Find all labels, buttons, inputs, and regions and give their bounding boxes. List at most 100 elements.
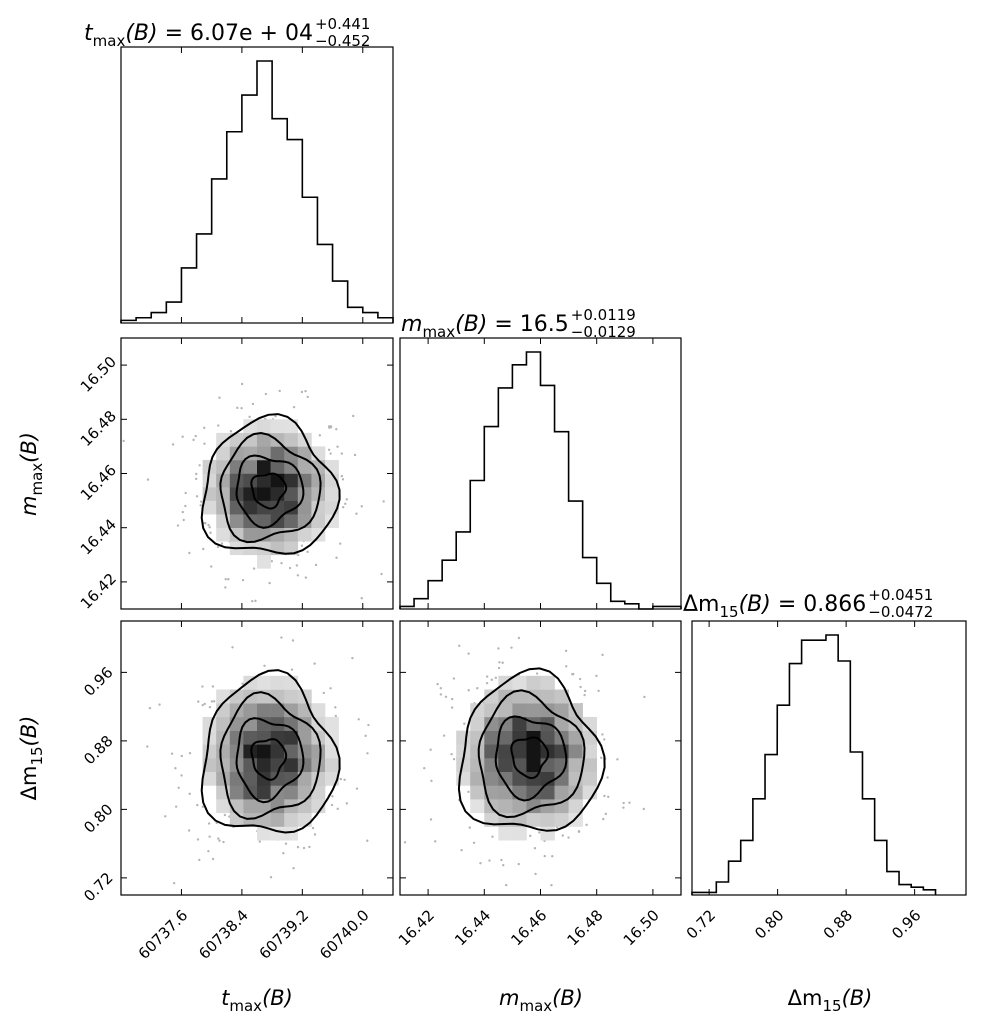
density-mmax-vs-tmax-density-cell (243, 432, 258, 447)
hist-dm15-bin (765, 755, 777, 895)
density-dm15-vs-mmax-density-cell (512, 785, 527, 800)
density-dm15-vs-tmax-density-cell (284, 771, 299, 786)
density-dm15-vs-tmax-sample-point (218, 839, 221, 842)
hist-m-max-bin (569, 501, 583, 609)
density-dm15-vs-tmax-sample-point (212, 700, 216, 703)
density-mmax-vs-tmax-density-cell (325, 487, 339, 501)
density-mmax-vs-tmax-density-cell (243, 446, 258, 461)
hist-m-max-bin (597, 583, 611, 609)
density-mmax-vs-tmax-density-cell (257, 527, 271, 542)
density-mmax-vs-tmax-sample-point (188, 551, 191, 555)
density-mmax-vs-tmax-sample-point (203, 426, 206, 430)
density-mmax-vs-tmax-density-cell (229, 527, 244, 542)
density-dm15-vs-mmax-sample-point (604, 812, 608, 816)
density-dm15-vs-mmax-density-cell (526, 744, 541, 759)
density-dm15-vs-mmax-sample-point (505, 883, 508, 887)
density-dm15-vs-mmax-sample-point (485, 681, 489, 685)
xtick-t-max-label: 60739.2 (256, 906, 313, 963)
density-mmax-vs-tmax-sample-point (236, 406, 239, 410)
ytick-dm15-label: 0.96 (80, 663, 116, 699)
density-mmax-vs-tmax-contour-1 (250, 472, 288, 510)
density-mmax-vs-tmax-sample-point (274, 415, 277, 418)
density-dm15-vs-tmax-sample-point (334, 706, 337, 709)
density-mmax-vs-tmax-sample-point (251, 402, 255, 406)
density-dm15-vs-mmax-contour-1 (510, 736, 550, 780)
density-dm15-vs-mmax-sample-point (510, 646, 513, 649)
density-mmax-vs-tmax-sample-point (341, 478, 345, 481)
density-dm15-vs-mmax-sample-point (602, 817, 605, 821)
density-mmax-vs-tmax-frame (120, 337, 394, 610)
xtick-m-max-label: 16.42 (395, 906, 438, 949)
density-dm15-vs-mmax-sample-point (452, 677, 456, 680)
hist-t-max-bin (166, 302, 181, 323)
density-dm15-vs-mmax-density-cell (526, 812, 541, 827)
density-dm15-vs-tmax-sample-point (158, 703, 161, 706)
density-dm15-vs-mmax-sample-point (583, 693, 586, 697)
density-mmax-vs-tmax-sample-point (304, 389, 307, 393)
xtick-m-max-label: 16.48 (563, 906, 606, 949)
density-dm15-vs-mmax-density-cell (484, 771, 499, 786)
density-mmax-vs-tmax-sample-point (306, 550, 309, 554)
density-dm15-vs-tmax-density-cell (325, 758, 339, 772)
density-dm15-vs-mmax-density-cell (568, 716, 583, 731)
density-mmax-vs-tmax-density-cell (243, 459, 258, 474)
density-dm15-vs-tmax-density-cell (257, 785, 271, 800)
density-dm15-vs-tmax-contour-1 (250, 738, 288, 781)
density-dm15-vs-tmax-sample-point (174, 766, 177, 770)
density-mmax-vs-tmax-sample-point (300, 544, 304, 547)
hist-dm15-frame (691, 620, 967, 896)
density-dm15-vs-mmax-density-cell (526, 703, 541, 718)
density-dm15-vs-tmax-sample-point (172, 881, 176, 885)
density-dm15-vs-mmax-density-cell (568, 730, 583, 745)
density-mmax-vs-tmax-sample-point (252, 567, 256, 570)
density-mmax-vs-tmax-sample-point (240, 406, 243, 410)
density-dm15-vs-mmax-sample-point (436, 682, 439, 686)
x-axis-label-t-max: tmax(B) (221, 986, 293, 1015)
density-mmax-vs-tmax-sample-point (355, 512, 358, 515)
density-dm15-vs-tmax-sample-point (345, 802, 349, 805)
density-dm15-vs-mmax-frame (399, 620, 682, 896)
density-mmax-vs-tmax-density-cell (216, 527, 231, 542)
density-dm15-vs-tmax-density-cell (257, 703, 271, 718)
density-mmax-vs-tmax-sample-point (227, 578, 230, 581)
density-dm15-vs-mmax-density-cell (554, 785, 569, 800)
hist-t-max-bin (363, 313, 378, 323)
density-mmax-vs-tmax-sample-point (329, 452, 332, 455)
density-dm15-vs-tmax-sample-point (282, 852, 285, 855)
density-mmax-vs-tmax-density-cell (284, 473, 299, 488)
density-dm15-vs-tmax-sample-point (308, 845, 311, 849)
density-mmax-vs-tmax-sample-point (224, 578, 227, 581)
density-mmax-vs-tmax-density-cell (270, 446, 285, 461)
density-mmax-vs-tmax-sample-point (296, 574, 300, 577)
density-mmax-vs-tmax-sample-point (352, 414, 355, 418)
density-dm15-vs-mmax-sample-point (500, 858, 503, 862)
density-mmax-vs-tmax-sample-point (210, 565, 213, 568)
density-mmax-vs-tmax-sample-point (209, 531, 212, 534)
density-dm15-vs-mmax-sample-point (599, 756, 603, 759)
density-dm15-vs-tmax-density-cell (243, 812, 258, 827)
density-mmax-vs-tmax-density-cell (270, 459, 285, 474)
x-axis-label-dm15: Δm15(B) (788, 986, 873, 1015)
ytick-m-max-label: 16.42 (77, 570, 120, 613)
density-dm15-vs-tmax-density-cell (297, 744, 312, 759)
hist-t-max-bin (317, 244, 332, 323)
hist-m-max-bin (512, 365, 526, 609)
density-dm15-vs-mmax-sample-point (517, 636, 521, 640)
xtick-t-max: 60737.6 60738.4 60739.2 60740.0 (135, 906, 373, 963)
density-dm15-vs-mmax-sample-point (458, 644, 461, 647)
density-dm15-vs-tmax-sample-point (329, 687, 332, 690)
density-mmax-vs-tmax-sample-point (254, 599, 257, 603)
density-dm15-vs-tmax-density-cell (229, 744, 244, 759)
density-mmax-vs-tmax-sample-point (194, 477, 198, 481)
density-mmax-vs-tmax-sample-point (208, 526, 211, 529)
density-dm15-vs-mmax-sample-point (579, 685, 582, 689)
density-mmax-vs-tmax-sample-point (327, 448, 331, 451)
density-dm15-vs-mmax-sample-point (467, 790, 470, 794)
hist-m-max (399, 351, 682, 610)
density-dm15-vs-mmax-sample-point (479, 861, 482, 865)
density-dm15-vs-tmax-sample-point (196, 803, 199, 807)
density-dm15-vs-mmax-density-cell (512, 744, 527, 759)
density-dm15-vs-tmax-sample-point (208, 835, 211, 838)
density-dm15-vs-tmax-density-cell (311, 758, 326, 772)
